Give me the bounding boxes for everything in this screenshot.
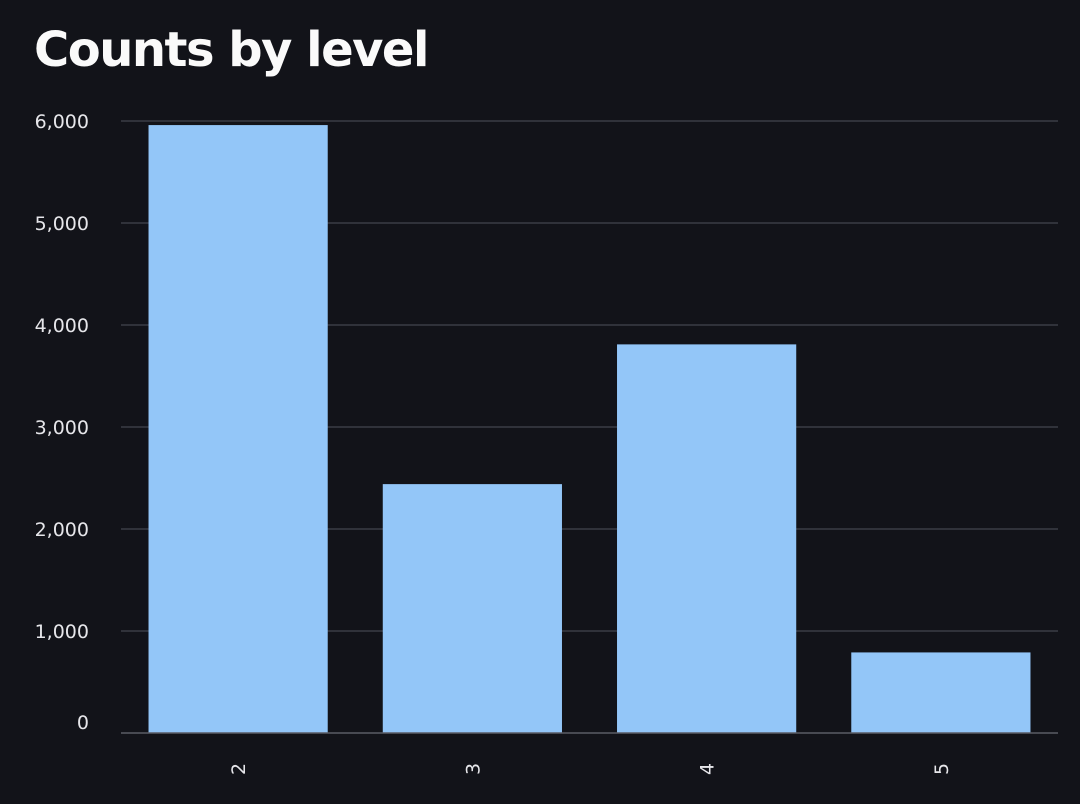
- y-tick-label: 3,000: [35, 417, 89, 439]
- y-axis-ticks: 0 1,000 2,000 3,000 4,000 5,000 6,000: [35, 111, 89, 734]
- y-tick-label: 0: [77, 712, 89, 734]
- bars: [148, 125, 1031, 733]
- bar-2[interactable]: [148, 125, 328, 733]
- y-tick-label: 5,000: [35, 213, 89, 235]
- y-tick-label: 1,000: [35, 621, 89, 643]
- y-tick-label: 6,000: [35, 111, 89, 133]
- bar-3[interactable]: [382, 484, 562, 733]
- x-tick-label: 5: [931, 763, 953, 775]
- bar-5[interactable]: [851, 652, 1031, 733]
- y-tick-label: 2,000: [35, 519, 89, 541]
- x-tick-label: 3: [462, 763, 484, 775]
- y-tick-label: 4,000: [35, 315, 89, 337]
- x-tick-label: 2: [228, 763, 250, 775]
- chart-title: Counts by level: [34, 22, 429, 78]
- bar-4[interactable]: [617, 344, 797, 733]
- x-tick-label: 4: [697, 763, 719, 775]
- x-axis-ticks: 2 3 4 5: [228, 763, 953, 775]
